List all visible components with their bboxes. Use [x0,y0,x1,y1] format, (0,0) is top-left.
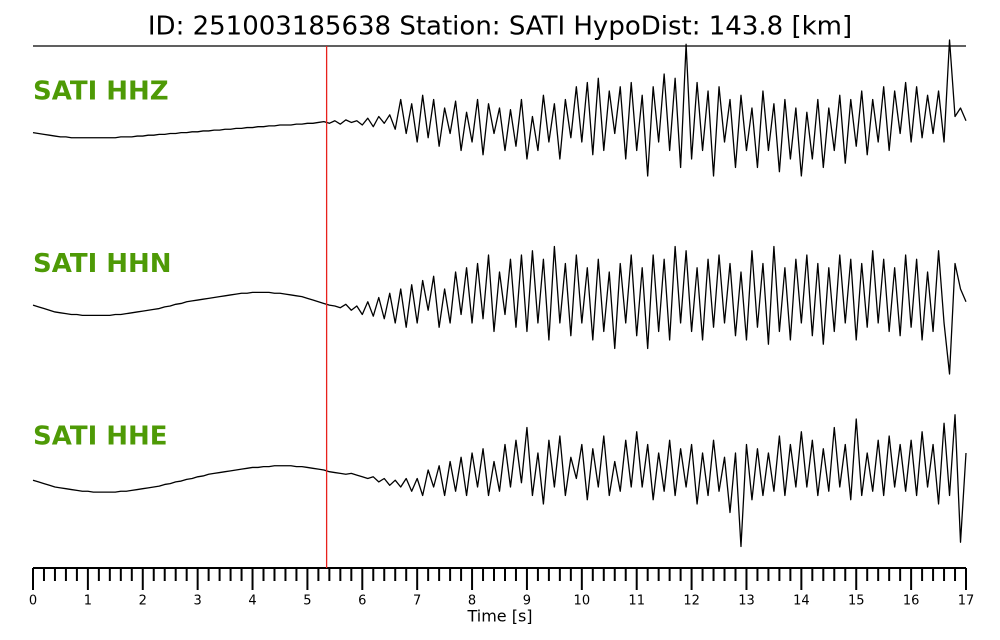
trace-label: SATI HHN [33,249,172,279]
x-tick-label: 12 [683,594,700,609]
x-tick-label: 1 [84,594,92,609]
x-tick-label: 8 [468,594,476,609]
x-tick-label: 9 [523,594,531,609]
x-tick-label: 13 [738,594,755,609]
x-tick-label: 2 [139,594,147,609]
chart-title: ID: 251003185638 Station: SATI HypoDist:… [148,12,852,42]
waveform [32,414,967,548]
x-tick-label: 0 [29,594,37,609]
x-tick-label: 10 [574,594,591,609]
waveform [32,245,967,375]
x-tick-label: 5 [303,594,311,609]
x-tick-label: 15 [848,594,865,609]
x-tick-label: 6 [358,594,366,609]
x-tick-label: 16 [903,594,920,609]
x-tick-label: 4 [248,594,256,609]
waveform [32,39,967,177]
x-tick-label: 11 [628,594,645,609]
x-tick-label: 7 [413,594,421,609]
trace-label: SATI HHZ [33,77,169,107]
x-axis-label: Time [s] [466,607,532,626]
x-tick-label: 14 [793,594,810,609]
trace-label: SATI HHE [33,422,168,452]
x-tick-label: 17 [958,594,975,609]
x-tick-label: 3 [194,594,202,609]
